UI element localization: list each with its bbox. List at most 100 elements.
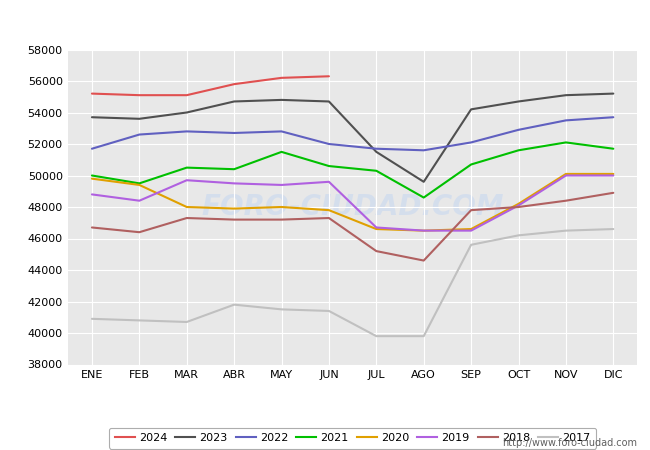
2021 bbox=[230, 166, 238, 172]
2019 bbox=[325, 179, 333, 184]
2022 bbox=[515, 127, 523, 133]
2018 bbox=[610, 190, 617, 196]
2018 bbox=[467, 207, 475, 213]
2021 bbox=[88, 173, 96, 178]
2018 bbox=[515, 204, 523, 210]
2022 bbox=[135, 132, 143, 137]
2018 bbox=[88, 225, 96, 230]
Line: 2018: 2018 bbox=[92, 193, 614, 261]
Line: 2019: 2019 bbox=[92, 176, 614, 230]
2021 bbox=[183, 165, 190, 171]
2020 bbox=[230, 206, 238, 211]
2019 bbox=[420, 228, 428, 233]
2019 bbox=[88, 192, 96, 197]
2022 bbox=[230, 130, 238, 136]
2023 bbox=[372, 149, 380, 155]
2022 bbox=[88, 146, 96, 151]
Text: http://www.foro-ciudad.com: http://www.foro-ciudad.com bbox=[502, 438, 637, 448]
2019 bbox=[183, 178, 190, 183]
2020 bbox=[135, 182, 143, 188]
2022 bbox=[610, 115, 617, 120]
2022 bbox=[372, 146, 380, 151]
2022 bbox=[278, 129, 285, 134]
Line: 2023: 2023 bbox=[92, 94, 614, 182]
2023 bbox=[515, 99, 523, 104]
2018 bbox=[278, 217, 285, 222]
2024 bbox=[230, 81, 238, 87]
2020 bbox=[372, 226, 380, 232]
Line: 2017: 2017 bbox=[92, 229, 614, 336]
2021 bbox=[420, 195, 428, 200]
2023 bbox=[562, 93, 570, 98]
2017 bbox=[325, 308, 333, 314]
2023 bbox=[88, 115, 96, 120]
2024 bbox=[183, 93, 190, 98]
Line: 2021: 2021 bbox=[92, 143, 614, 198]
2021 bbox=[372, 168, 380, 174]
2022 bbox=[467, 140, 475, 145]
2018 bbox=[420, 258, 428, 263]
2017 bbox=[467, 242, 475, 248]
2022 bbox=[325, 141, 333, 147]
Line: 2022: 2022 bbox=[92, 117, 614, 150]
2023 bbox=[325, 99, 333, 104]
2018 bbox=[230, 217, 238, 222]
2023 bbox=[230, 99, 238, 104]
Line: 2024: 2024 bbox=[92, 76, 329, 95]
2019 bbox=[372, 225, 380, 230]
2023 bbox=[467, 107, 475, 112]
2017 bbox=[562, 228, 570, 233]
2019 bbox=[230, 180, 238, 186]
2017 bbox=[372, 333, 380, 339]
2024 bbox=[325, 74, 333, 79]
2017 bbox=[230, 302, 238, 307]
2023 bbox=[420, 179, 428, 184]
Line: 2020: 2020 bbox=[92, 174, 614, 230]
2022 bbox=[420, 148, 428, 153]
2020 bbox=[562, 171, 570, 177]
2020 bbox=[325, 207, 333, 213]
2020 bbox=[278, 204, 285, 210]
2018 bbox=[183, 216, 190, 221]
2024 bbox=[135, 93, 143, 98]
2020 bbox=[420, 228, 428, 233]
2024 bbox=[88, 91, 96, 96]
2019 bbox=[515, 203, 523, 208]
2018 bbox=[372, 248, 380, 254]
2021 bbox=[515, 148, 523, 153]
2020 bbox=[467, 226, 475, 232]
2021 bbox=[135, 180, 143, 186]
2018 bbox=[135, 230, 143, 235]
Legend: 2024, 2023, 2022, 2021, 2020, 2019, 2018, 2017: 2024, 2023, 2022, 2021, 2020, 2019, 2018… bbox=[109, 428, 596, 449]
2019 bbox=[467, 228, 475, 233]
2017 bbox=[278, 307, 285, 312]
2020 bbox=[183, 204, 190, 210]
2022 bbox=[562, 118, 570, 123]
2023 bbox=[610, 91, 617, 96]
2019 bbox=[278, 182, 285, 188]
2020 bbox=[515, 201, 523, 207]
2017 bbox=[420, 333, 428, 339]
Text: FORO-CIUDAD.COM: FORO-CIUDAD.COM bbox=[202, 193, 504, 221]
2021 bbox=[467, 162, 475, 167]
2017 bbox=[135, 318, 143, 323]
2017 bbox=[88, 316, 96, 322]
2021 bbox=[562, 140, 570, 145]
2018 bbox=[325, 216, 333, 221]
2021 bbox=[278, 149, 285, 155]
2023 bbox=[135, 116, 143, 122]
2018 bbox=[562, 198, 570, 203]
2020 bbox=[610, 171, 617, 177]
2023 bbox=[183, 110, 190, 115]
2021 bbox=[610, 146, 617, 151]
2020 bbox=[88, 176, 96, 181]
2017 bbox=[183, 320, 190, 325]
2019 bbox=[610, 173, 617, 178]
Text: Afiliados en Mataró a 31/5/2024: Afiliados en Mataró a 31/5/2024 bbox=[192, 11, 458, 29]
2019 bbox=[562, 173, 570, 178]
2017 bbox=[610, 226, 617, 232]
2021 bbox=[325, 163, 333, 169]
2022 bbox=[183, 129, 190, 134]
2023 bbox=[278, 97, 285, 103]
2024 bbox=[278, 75, 285, 81]
